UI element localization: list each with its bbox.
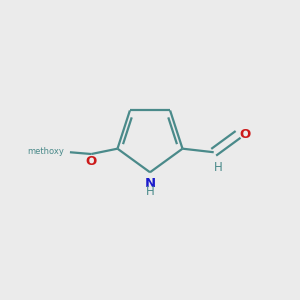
Text: O: O [239, 128, 250, 141]
Text: H: H [214, 161, 223, 174]
Text: methoxy: methoxy [28, 147, 64, 156]
Text: O: O [85, 155, 96, 168]
Text: H: H [146, 185, 154, 198]
Text: N: N [144, 177, 156, 190]
